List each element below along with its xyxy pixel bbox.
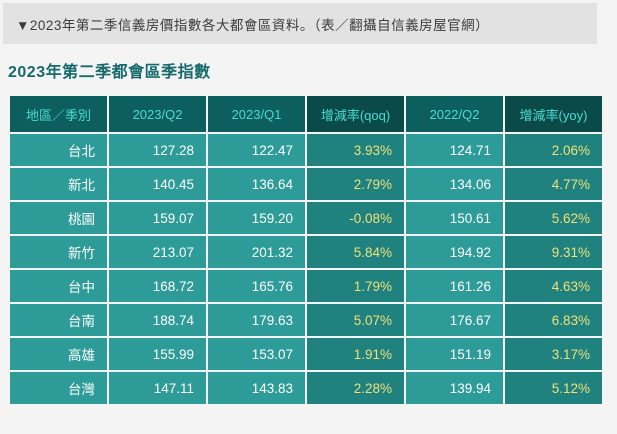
cell-index: 194.92 xyxy=(406,236,503,268)
cell-index: 150.61 xyxy=(406,202,503,234)
col-header-2023q2: 2023/Q2 xyxy=(109,96,206,132)
cell-yoy-change: 4.63% xyxy=(505,270,602,302)
cell-index: 159.07 xyxy=(109,202,206,234)
col-header-2022q2: 2022/Q2 xyxy=(406,96,503,132)
price-index-table: 地區／季別 2023/Q2 2023/Q1 增減率(qoq) 2022/Q2 增… xyxy=(8,94,604,406)
cell-region: 台北 xyxy=(10,134,107,166)
cell-index: 179.63 xyxy=(208,304,305,336)
cell-qoq-change: 5.84% xyxy=(307,236,404,268)
cell-index: 151.19 xyxy=(406,338,503,370)
table-row-taichung: 台中 168.72 165.76 1.79% 161.26 4.63% xyxy=(10,270,602,302)
cell-region: 新北 xyxy=(10,168,107,200)
cell-yoy-change: 2.06% xyxy=(505,134,602,166)
cell-qoq-change: 2.79% xyxy=(307,168,404,200)
table-row-taipei: 台北 127.28 122.47 3.93% 124.71 2.06% xyxy=(10,134,602,166)
cell-region: 桃園 xyxy=(10,202,107,234)
cell-yoy-change: 5.12% xyxy=(505,372,602,404)
header-row: 地區／季別 2023/Q2 2023/Q1 增減率(qoq) 2022/Q2 增… xyxy=(10,96,602,132)
cell-index: 155.99 xyxy=(109,338,206,370)
cell-yoy-change: 4.77% xyxy=(505,168,602,200)
cell-qoq-change: 5.07% xyxy=(307,304,404,336)
table-row-kaohsiung: 高雄 155.99 153.07 1.91% 151.19 3.17% xyxy=(10,338,602,370)
cell-index: 168.72 xyxy=(109,270,206,302)
cell-yoy-change: 6.83% xyxy=(505,304,602,336)
cell-yoy-change: 9.31% xyxy=(505,236,602,268)
col-header-qoq: 增減率(qoq) xyxy=(307,96,404,132)
caption-text: ▼2023年第二季信義房價指數各大都會區資料。（表／翻攝自信義房屋官網） xyxy=(16,17,490,33)
cell-qoq-change: 1.79% xyxy=(307,270,404,302)
col-header-2023q1: 2023/Q1 xyxy=(208,96,305,132)
col-header-yoy: 增減率(yoy) xyxy=(505,96,602,132)
cell-index: 201.32 xyxy=(208,236,305,268)
table-row-taiwan: 台灣 147.11 143.83 2.28% 139.94 5.12% xyxy=(10,372,602,404)
cell-region: 台南 xyxy=(10,304,107,336)
cell-region: 台灣 xyxy=(10,372,107,404)
cell-index: 176.67 xyxy=(406,304,503,336)
table-row-taoyuan: 桃園 159.07 159.20 -0.08% 150.61 5.62% xyxy=(10,202,602,234)
col-header-region: 地區／季別 xyxy=(10,96,107,132)
cell-index: 213.07 xyxy=(109,236,206,268)
cell-index: 134.06 xyxy=(406,168,503,200)
cell-index: 140.45 xyxy=(109,168,206,200)
table-body: 台北 127.28 122.47 3.93% 124.71 2.06% 新北 1… xyxy=(10,134,602,404)
cell-index: 139.94 xyxy=(406,372,503,404)
cell-index: 136.64 xyxy=(208,168,305,200)
cell-region: 新竹 xyxy=(10,236,107,268)
cell-index: 153.07 xyxy=(208,338,305,370)
cell-index: 159.20 xyxy=(208,202,305,234)
cell-index: 165.76 xyxy=(208,270,305,302)
cell-qoq-change: 2.28% xyxy=(307,372,404,404)
table-row-newtaipei: 新北 140.45 136.64 2.79% 134.06 4.77% xyxy=(10,168,602,200)
cell-yoy-change: 5.62% xyxy=(505,202,602,234)
cell-yoy-change: 3.17% xyxy=(505,338,602,370)
cell-index: 147.11 xyxy=(109,372,206,404)
cell-index: 143.83 xyxy=(208,372,305,404)
page-title: 2023年第二季都會區季指數 xyxy=(8,64,211,81)
cell-index: 161.26 xyxy=(406,270,503,302)
cell-index: 122.47 xyxy=(208,134,305,166)
image-caption: ▼2023年第二季信義房價指數各大都會區資料。（表／翻攝自信義房屋官網） xyxy=(3,3,597,44)
cell-index: 188.74 xyxy=(109,304,206,336)
cell-qoq-change: 3.93% xyxy=(307,134,404,166)
cell-index: 127.28 xyxy=(109,134,206,166)
table-row-hsinchu: 新竹 213.07 201.32 5.84% 194.92 9.31% xyxy=(10,236,602,268)
cell-region: 高雄 xyxy=(10,338,107,370)
cell-region: 台中 xyxy=(10,270,107,302)
cell-qoq-change: -0.08% xyxy=(307,202,404,234)
table-header: 地區／季別 2023/Q2 2023/Q1 增減率(qoq) 2022/Q2 增… xyxy=(10,96,602,132)
cell-qoq-change: 1.91% xyxy=(307,338,404,370)
cell-index: 124.71 xyxy=(406,134,503,166)
table-row-tainan: 台南 188.74 179.63 5.07% 176.67 6.83% xyxy=(10,304,602,336)
